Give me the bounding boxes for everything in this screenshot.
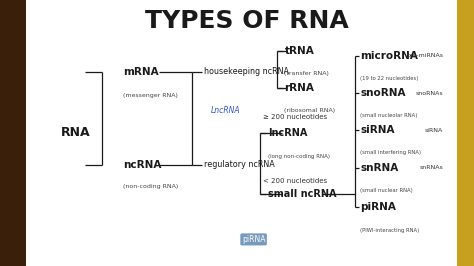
Text: housekeeping ncRNA: housekeeping ncRNA	[204, 67, 289, 76]
Text: piRNA: piRNA	[242, 235, 265, 244]
Bar	[457, 0, 474, 266]
Text: microRNA: microRNA	[360, 51, 418, 61]
Text: (small nuclear RNA): (small nuclear RNA)	[360, 188, 413, 193]
Text: tRNA: tRNA	[284, 45, 314, 56]
Text: siRNA: siRNA	[425, 128, 443, 133]
Text: piRNA: piRNA	[360, 202, 396, 213]
Text: (small interfering RNA): (small interfering RNA)	[360, 151, 421, 155]
Text: (small nucleolar RNA): (small nucleolar RNA)	[360, 113, 418, 118]
Text: (PIWI-interacting RNA): (PIWI-interacting RNA)	[360, 228, 419, 232]
Text: regulatory ncRNA: regulatory ncRNA	[204, 160, 274, 169]
Text: (transfer RNA): (transfer RNA)	[284, 71, 329, 76]
Text: (messenger RNA): (messenger RNA)	[123, 93, 178, 98]
Text: snRNA: snRNA	[360, 163, 399, 173]
Text: < 200 nucleotides: < 200 nucleotides	[263, 178, 327, 184]
Text: (non-coding RNA): (non-coding RNA)	[123, 184, 179, 189]
Text: ncRNA: ncRNA	[123, 160, 162, 170]
Text: (19 to 22 nucleotides): (19 to 22 nucleotides)	[360, 76, 419, 81]
Text: (ribosomal RNA): (ribosomal RNA)	[284, 108, 336, 113]
Text: TYPES OF RNA: TYPES OF RNA	[145, 9, 348, 33]
Text: mRNA: mRNA	[123, 67, 159, 77]
Text: snoRNA: snoRNA	[360, 88, 406, 98]
Text: rRNA: rRNA	[284, 83, 314, 93]
Text: siRNA: siRNA	[360, 125, 395, 135]
Text: (long non-coding RNA): (long non-coding RNA)	[268, 155, 330, 159]
Bar	[0, 0, 26, 266]
Text: small ncRNA: small ncRNA	[268, 189, 337, 199]
Text: snRNAs: snRNAs	[419, 165, 443, 170]
Text: snoRNAs: snoRNAs	[416, 91, 443, 95]
Text: pre-miRNAs: pre-miRNAs	[406, 53, 443, 58]
Text: ≥ 200 nucleotides: ≥ 200 nucleotides	[263, 114, 327, 120]
Text: RNA: RNA	[61, 127, 91, 139]
Text: LncRNA: LncRNA	[210, 106, 240, 115]
Text: lncRNA: lncRNA	[268, 128, 307, 138]
